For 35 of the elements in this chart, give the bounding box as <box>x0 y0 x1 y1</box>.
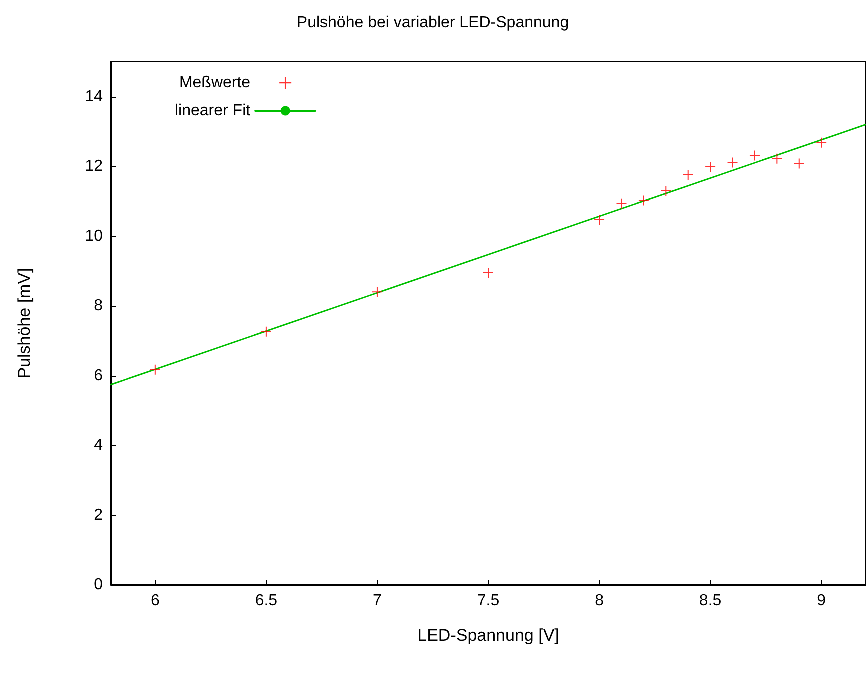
y-tick-label: 0 <box>94 576 104 594</box>
chart-title: Pulshöhe bei variabler LED-Spannung <box>296 14 570 32</box>
point <box>772 154 782 164</box>
y-axis-title: Pulshöhe [mV] <box>15 268 34 379</box>
x-tick-label: 7 <box>373 592 382 610</box>
x-tick-label: 7.5 <box>477 592 500 610</box>
point <box>816 138 827 148</box>
y-tick-label: 12 <box>85 158 104 176</box>
x-tick-label: 8.5 <box>699 592 722 610</box>
point <box>794 158 804 169</box>
y-tick-label: 10 <box>85 228 104 245</box>
legend-label: Meßwerte <box>179 74 251 92</box>
x-tick-label: 9 <box>817 592 826 610</box>
y-tick-label: 2 <box>94 506 104 524</box>
point <box>616 198 627 209</box>
y-tick-label: 8 <box>94 298 104 315</box>
point <box>261 326 272 337</box>
point <box>728 158 738 168</box>
point <box>372 287 382 298</box>
point <box>484 268 494 278</box>
legend-label: linearer Fit <box>175 102 252 120</box>
x-axis-title: LED-Spannung [V] <box>418 626 560 645</box>
x-tick-label: 6.5 <box>255 592 278 610</box>
point <box>150 364 160 375</box>
point <box>683 170 694 180</box>
y-tick-label: 6 <box>94 367 104 384</box>
y-tick-label: 14 <box>85 88 104 106</box>
point <box>661 186 672 196</box>
x-tick-label: 6 <box>150 592 160 610</box>
x-tick-label: 8 <box>595 592 604 610</box>
point <box>750 150 760 161</box>
point <box>706 162 716 172</box>
point <box>638 196 649 206</box>
y-tick-label: 4 <box>94 437 104 454</box>
point <box>594 214 605 225</box>
